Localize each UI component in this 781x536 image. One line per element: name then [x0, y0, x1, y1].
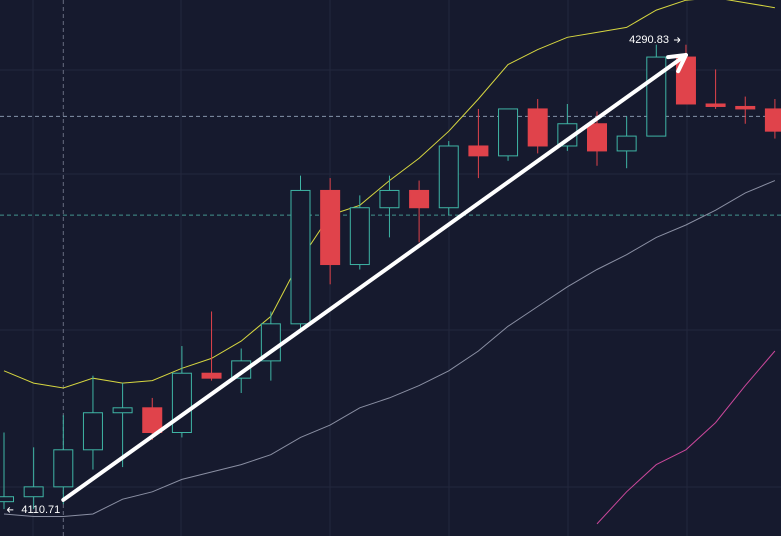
candle-body: [171, 372, 192, 434]
candle-body: [201, 372, 222, 379]
candle-body: [675, 56, 696, 105]
candle-body: [142, 407, 163, 434]
candle-body: [587, 123, 607, 152]
candle-body: [616, 135, 637, 152]
candle-body: [112, 407, 133, 414]
trend-arrow: [61, 53, 688, 502]
indicator-line: [3, 180, 776, 517]
candle-body: [320, 189, 341, 266]
candle-body: [349, 207, 370, 266]
candle-body: [82, 412, 103, 451]
candle-body: [53, 449, 74, 488]
candle-body: [764, 108, 781, 132]
right-arrow-icon: [673, 37, 681, 43]
candle-body: [705, 103, 726, 107]
indicator-line: [596, 350, 776, 525]
candle-body: [23, 486, 44, 498]
candle-body: [438, 145, 459, 209]
candle-body: [498, 108, 519, 157]
candle-body: [527, 108, 548, 147]
left-arrow-icon: [6, 507, 14, 513]
candle-body: [468, 145, 489, 157]
end-price-label: 4290.83: [629, 34, 669, 46]
candle-body: [409, 189, 430, 209]
candle-body: [379, 189, 400, 209]
start-price-label: 4110.71: [21, 504, 60, 516]
candle-body: [646, 56, 667, 137]
candle-body: [290, 189, 311, 325]
candle-body: [0, 496, 14, 503]
candle-body: [735, 105, 756, 110]
arrow-head: [666, 53, 688, 74]
candle-body: [260, 323, 281, 362]
